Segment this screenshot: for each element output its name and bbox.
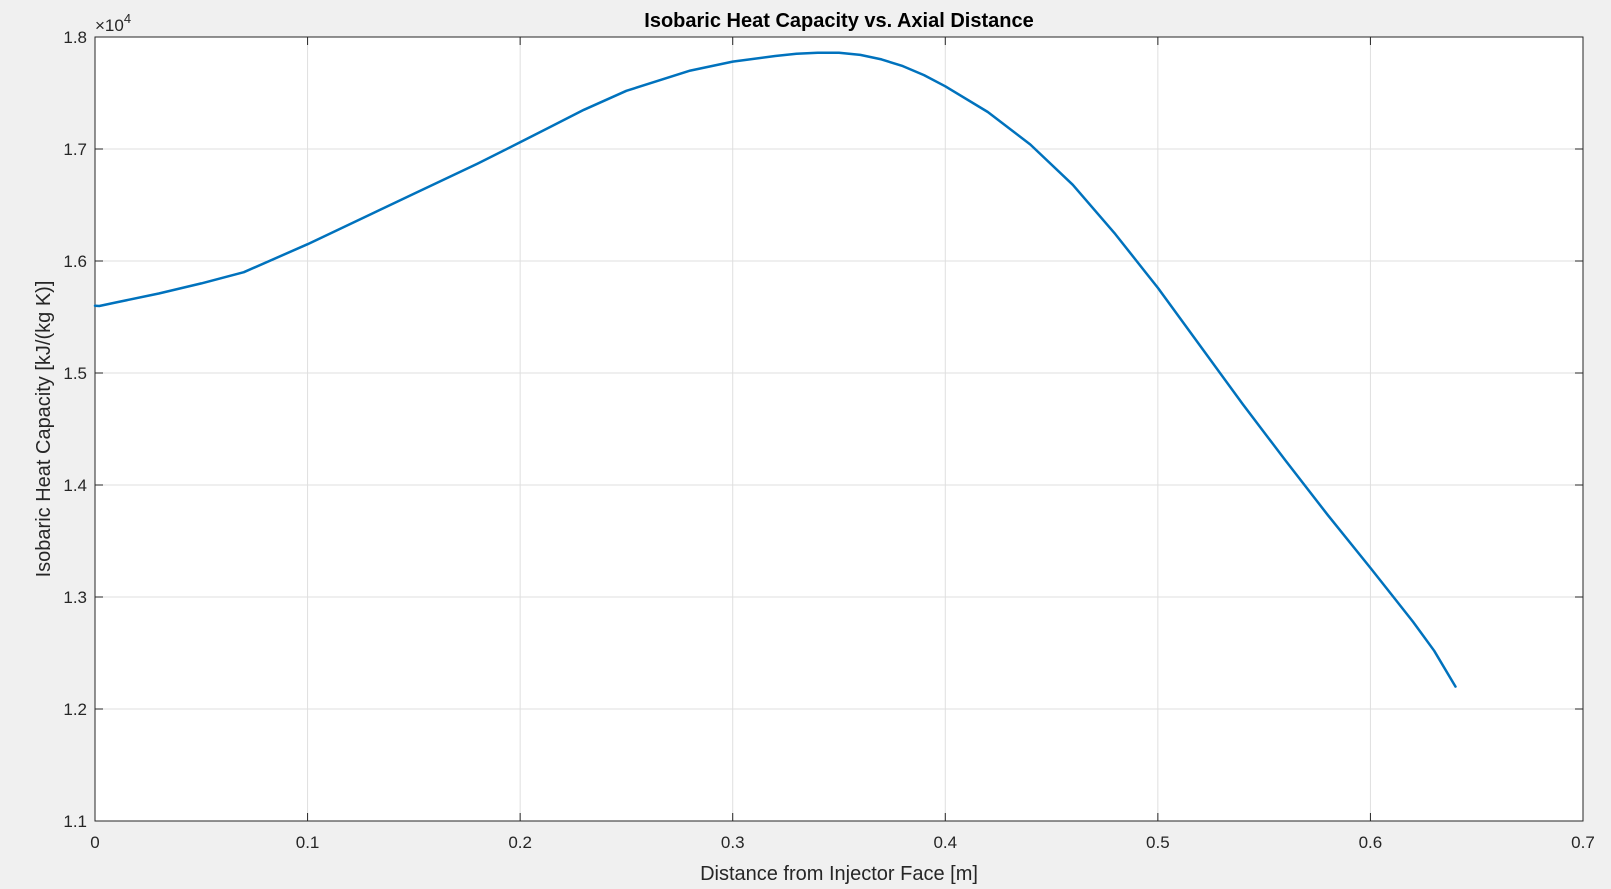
x-tick-label: 0.6: [1359, 833, 1383, 852]
y-exponent-power: 4: [124, 11, 131, 26]
x-tick-label: 0.1: [296, 833, 320, 852]
chart-title: Isobaric Heat Capacity vs. Axial Distanc…: [644, 10, 1033, 32]
y-tick-label: 1.5: [63, 364, 87, 383]
x-tick-label: 0.5: [1146, 833, 1170, 852]
x-tick-label: 0.7: [1571, 833, 1595, 852]
x-tick-label: 0.4: [933, 833, 957, 852]
x-tick-label: 0: [90, 833, 99, 852]
x-tick-label: 0.2: [508, 833, 532, 852]
plot-area: [95, 37, 1583, 821]
y-exponent-base: ×10: [95, 16, 124, 35]
axes-box: [94, 36, 1584, 822]
series-group: [93, 51, 1457, 688]
y-exponent-label: ×104: [95, 11, 131, 35]
y-tick-label: 1.7: [63, 140, 87, 159]
y-tick-label: 1.8: [63, 28, 87, 47]
y-tick-label: 1.3: [63, 588, 87, 607]
y-tick-label: 1.4: [63, 476, 87, 495]
axes: [94, 36, 1584, 822]
x-axis-title: Distance from Injector Face [m]: [700, 863, 978, 885]
x-tick-label: 0.3: [721, 833, 745, 852]
y-tick-label: 1.1: [63, 812, 87, 831]
series-line-0: [93, 51, 1457, 688]
tick-labels: 0 0.1 0.2 0.3 0.4 0.5 0.6 0.7 1.1 1.2 1.3 1.4 1.5 1.6…: [63, 28, 1594, 852]
y-axis-title: Isobaric Heat Capacity [kJ/(kg K)]: [33, 281, 55, 578]
y-tick-label: 1.6: [63, 252, 87, 271]
y-tick-label: 1.2: [63, 700, 87, 719]
grid: [94, 36, 1584, 822]
